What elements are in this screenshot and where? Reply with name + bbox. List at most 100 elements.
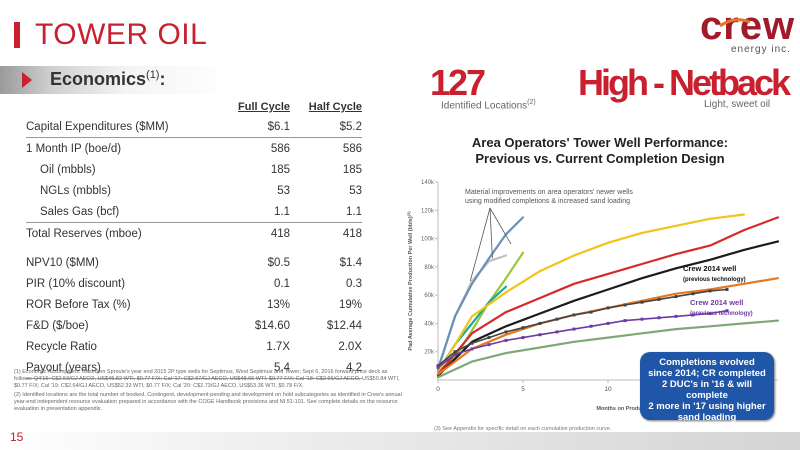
half-cycle-value: 19% [338,298,362,311]
series-point [640,300,644,304]
half-cycle-value: 0.3 [346,277,362,290]
series-point [623,319,627,323]
economics-arrow-icon [22,72,32,88]
footnote-economic-assumptions: (1) Economic Assumptions: Based on Sprou… [14,369,400,389]
row-label: ROR Before Tax (%) [26,298,131,311]
identified-locations-label: Identified Locations(2) [441,99,536,112]
full-cycle-value: $6.1 [220,116,290,138]
logo-tagline: energy inc. [731,44,791,55]
series-point [453,350,457,354]
logo-swoosh-icon [719,18,751,28]
series-point [691,292,695,296]
economics-header-band [0,66,420,94]
series-line [437,288,728,367]
row-label: PIR (10% discount) [26,277,126,290]
annotation-line: using modified completions & increased s… [465,198,630,205]
series-line [437,309,728,369]
netback-heading: High - Netback [578,62,791,103]
series-point [555,317,559,321]
col-header-half-cycle: Half Cycle [308,101,362,113]
x-tick-label: 0 [436,386,440,393]
y-tick-label: 80k [424,265,435,271]
series-line [436,319,780,379]
series-point [589,324,593,328]
row-label: Oil (mbbls) [40,163,96,176]
series-point [623,303,627,307]
series-line [436,213,746,374]
crew-logo: crew [700,4,796,48]
series-point [691,313,695,317]
full-cycle-value: 1.1 [220,201,290,223]
full-cycle-value: 185 [270,163,290,176]
series-point [572,313,576,317]
y-axis-label-note: (3) [406,211,411,217]
row-label: Payout (years) [26,357,220,379]
half-cycle-value: 4.2 [290,357,362,379]
series-line [436,240,780,377]
series-point [504,330,508,334]
row-label: Capital Expenditures ($MM) [26,116,220,138]
half-cycle-value: 1.1 [290,201,362,223]
y-tick-label: 60k [424,293,435,299]
y-tick-label: 140k [421,180,435,186]
y-tick-label: 20k [424,350,435,356]
netback-label: Light, sweet oil [704,99,771,110]
chart-axes: 20k40k60k80k100k120k140k051015Months on … [406,180,778,412]
crew-well-sublabel-black: (previous technology) [683,277,746,283]
row-label: NGLs (mbbls) [40,184,111,197]
series-point [657,316,661,320]
series-point [453,353,457,357]
full-cycle-value: 5.4 [220,357,290,379]
annotation-line: Material improvements on area operators'… [465,189,633,196]
series-point [708,312,712,316]
half-cycle-value: 418 [342,227,362,240]
series-point [504,338,508,342]
y-tick-label: 100k [421,237,435,243]
series-point [521,326,525,330]
series-point [572,327,576,331]
series-point [725,309,729,313]
series-point [606,321,610,325]
series-line [436,254,508,372]
economics-title: Economics(1): [50,69,166,89]
series-point [521,336,525,340]
series-point [487,343,491,347]
chart-title: Area Operators' Tower Well Performance: … [471,135,729,166]
annotation-arrow [489,207,493,259]
series-point [589,310,593,314]
row-label: Sales Gas (bcf) [26,201,220,223]
series-point [538,333,542,337]
half-cycle-value: 185 [342,163,362,176]
full-cycle-value: 13% [266,298,290,311]
half-cycle-value: $1.4 [339,256,362,269]
footnote-identified-locations: (2) Identified locations are the total n… [14,392,402,412]
crew-well-sublabel-purple: (previous technology) [690,311,753,317]
y-tick-label: 40k [424,321,435,327]
title-accent-bar [14,22,20,48]
series-line [436,216,780,376]
economics-footnotes: (1) Economic Assumptions: Based on Sprou… [14,369,406,415]
series-point [436,365,440,369]
series-point [538,321,542,325]
series-point [725,287,729,291]
series-point [606,306,610,310]
crew-well-label-black: Crew 2014 well [683,264,736,273]
completions-callout: Completions evolved since 2014; CR compl… [640,352,774,423]
chart-footnote: (3) See Appendix for specific detail on … [434,426,612,432]
annotation-arrow [469,207,491,282]
full-cycle-value: 586 [270,142,290,155]
row-label: 1 Month IP (boe/d) [26,142,122,155]
row-label: Recycle Ratio [26,340,97,353]
series-point [674,295,678,299]
full-cycle-value: 53 [277,184,290,197]
chart-series [436,213,780,379]
identified-locations-value: 127 [430,62,486,103]
series-point [640,317,644,321]
full-cycle-value: $0.5 [267,256,290,269]
row-label: F&D ($/boe) [26,319,89,332]
full-cycle-value: $14.60 [254,319,290,332]
economics-table: Full Cycle Half Cycle Capital Expenditur… [26,98,362,379]
series-line [436,216,525,370]
series-point [708,289,712,293]
